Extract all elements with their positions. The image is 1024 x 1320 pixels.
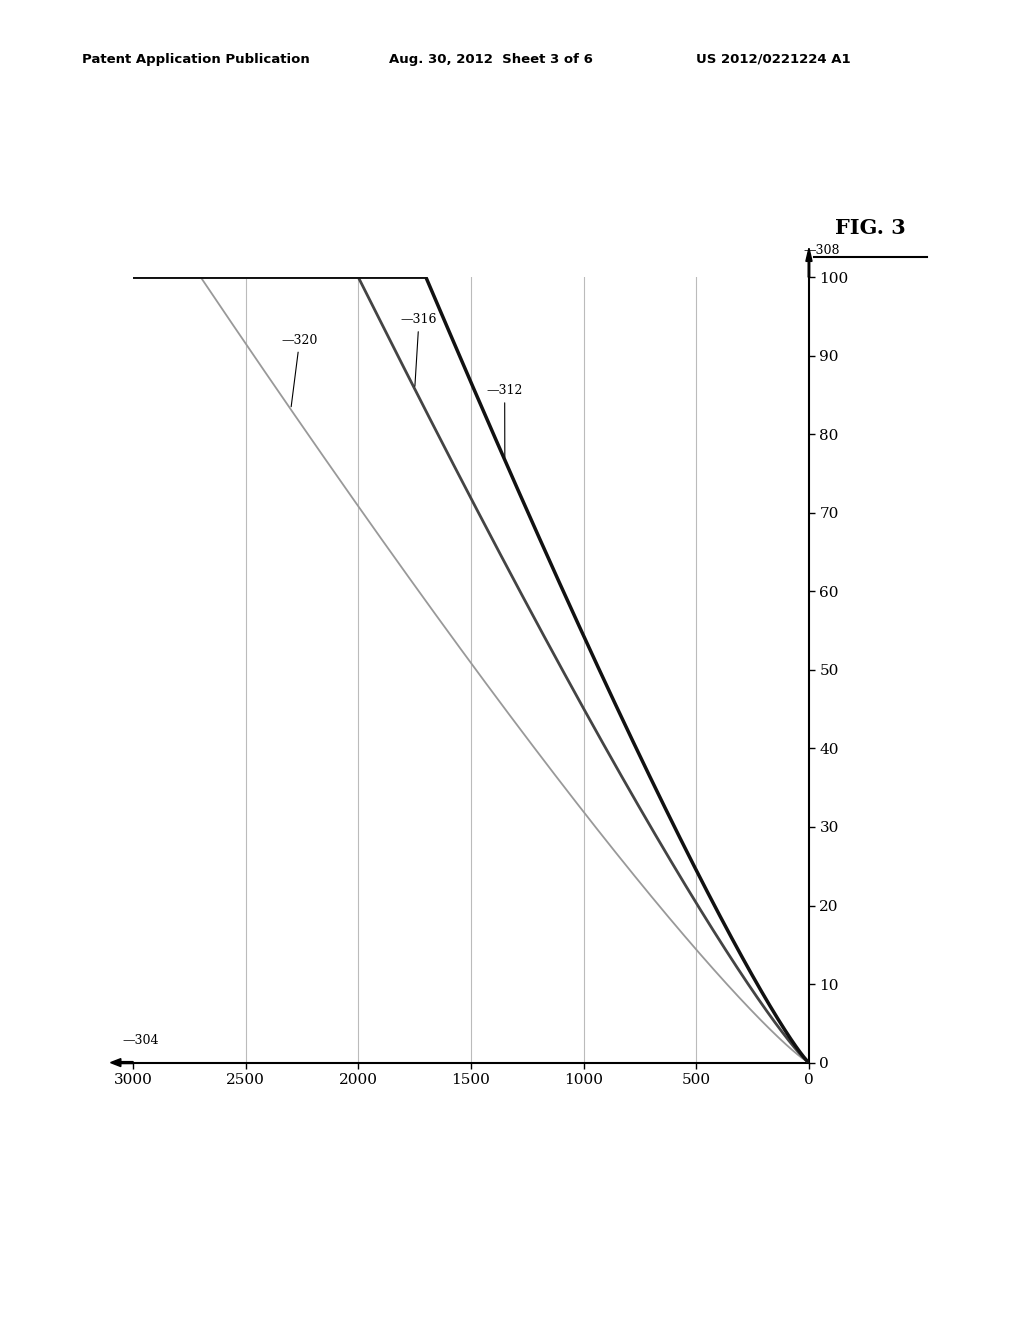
Text: —320: —320 — [282, 334, 317, 407]
Text: —304: —304 — [123, 1034, 160, 1047]
Text: —308: —308 — [804, 244, 841, 257]
Text: Patent Application Publication: Patent Application Publication — [82, 53, 309, 66]
Text: US 2012/0221224 A1: US 2012/0221224 A1 — [696, 53, 851, 66]
Text: —312: —312 — [486, 384, 523, 457]
Text: —316: —316 — [400, 313, 437, 387]
Text: Aug. 30, 2012  Sheet 3 of 6: Aug. 30, 2012 Sheet 3 of 6 — [389, 53, 593, 66]
Text: FIG. 3: FIG. 3 — [835, 218, 906, 238]
